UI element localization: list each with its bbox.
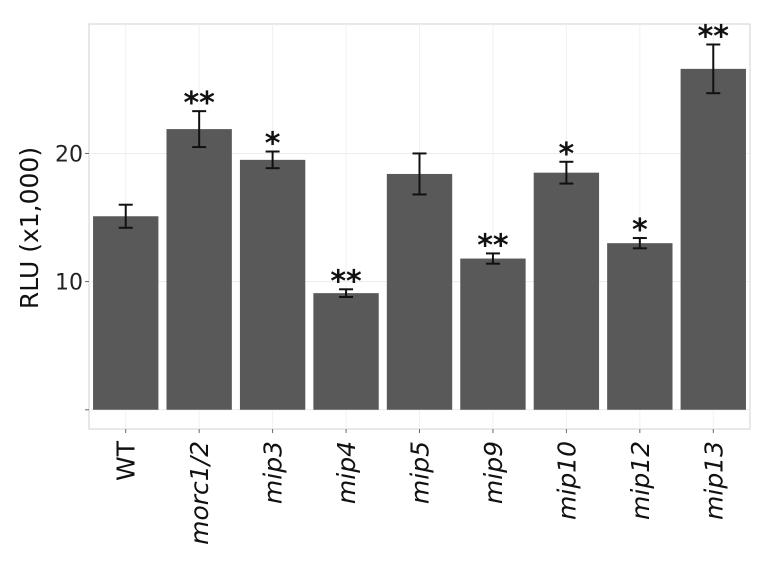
x-tick-label: WT	[112, 440, 141, 481]
bar-mip9	[460, 258, 526, 410]
y-axis-label: RLU (x1,000)	[15, 147, 44, 309]
x-tick-label: mip13	[699, 441, 728, 520]
x-tick-label: mip9	[479, 441, 508, 504]
significance-label: **	[330, 264, 362, 299]
x-tick-label: mip3	[259, 441, 288, 504]
significance-label: **	[698, 20, 730, 55]
y-tick-label: 10	[55, 271, 83, 296]
x-tick-label: morc1/2	[185, 441, 214, 545]
x-tick-label: mip4	[332, 441, 361, 504]
y-tick-label: 20	[55, 142, 83, 167]
bar-WT	[93, 216, 159, 410]
significance-label: **	[183, 86, 215, 121]
bar-mip13	[680, 68, 746, 410]
significance-label: *	[265, 127, 281, 162]
bar-mip10	[533, 172, 600, 410]
bar-mip4	[313, 293, 379, 410]
bar-mip3	[239, 159, 306, 410]
bar-mip12	[607, 243, 673, 410]
x-tick-label: mip5	[406, 441, 435, 504]
significance-label: *	[559, 137, 575, 172]
bar-mip5	[386, 173, 453, 410]
significance-label: **	[477, 228, 509, 263]
x-tick-label: mip10	[552, 441, 581, 520]
significance-label: *	[632, 213, 648, 248]
bar-morc1/2	[166, 129, 232, 410]
x-tick-label: mip12	[626, 441, 655, 520]
